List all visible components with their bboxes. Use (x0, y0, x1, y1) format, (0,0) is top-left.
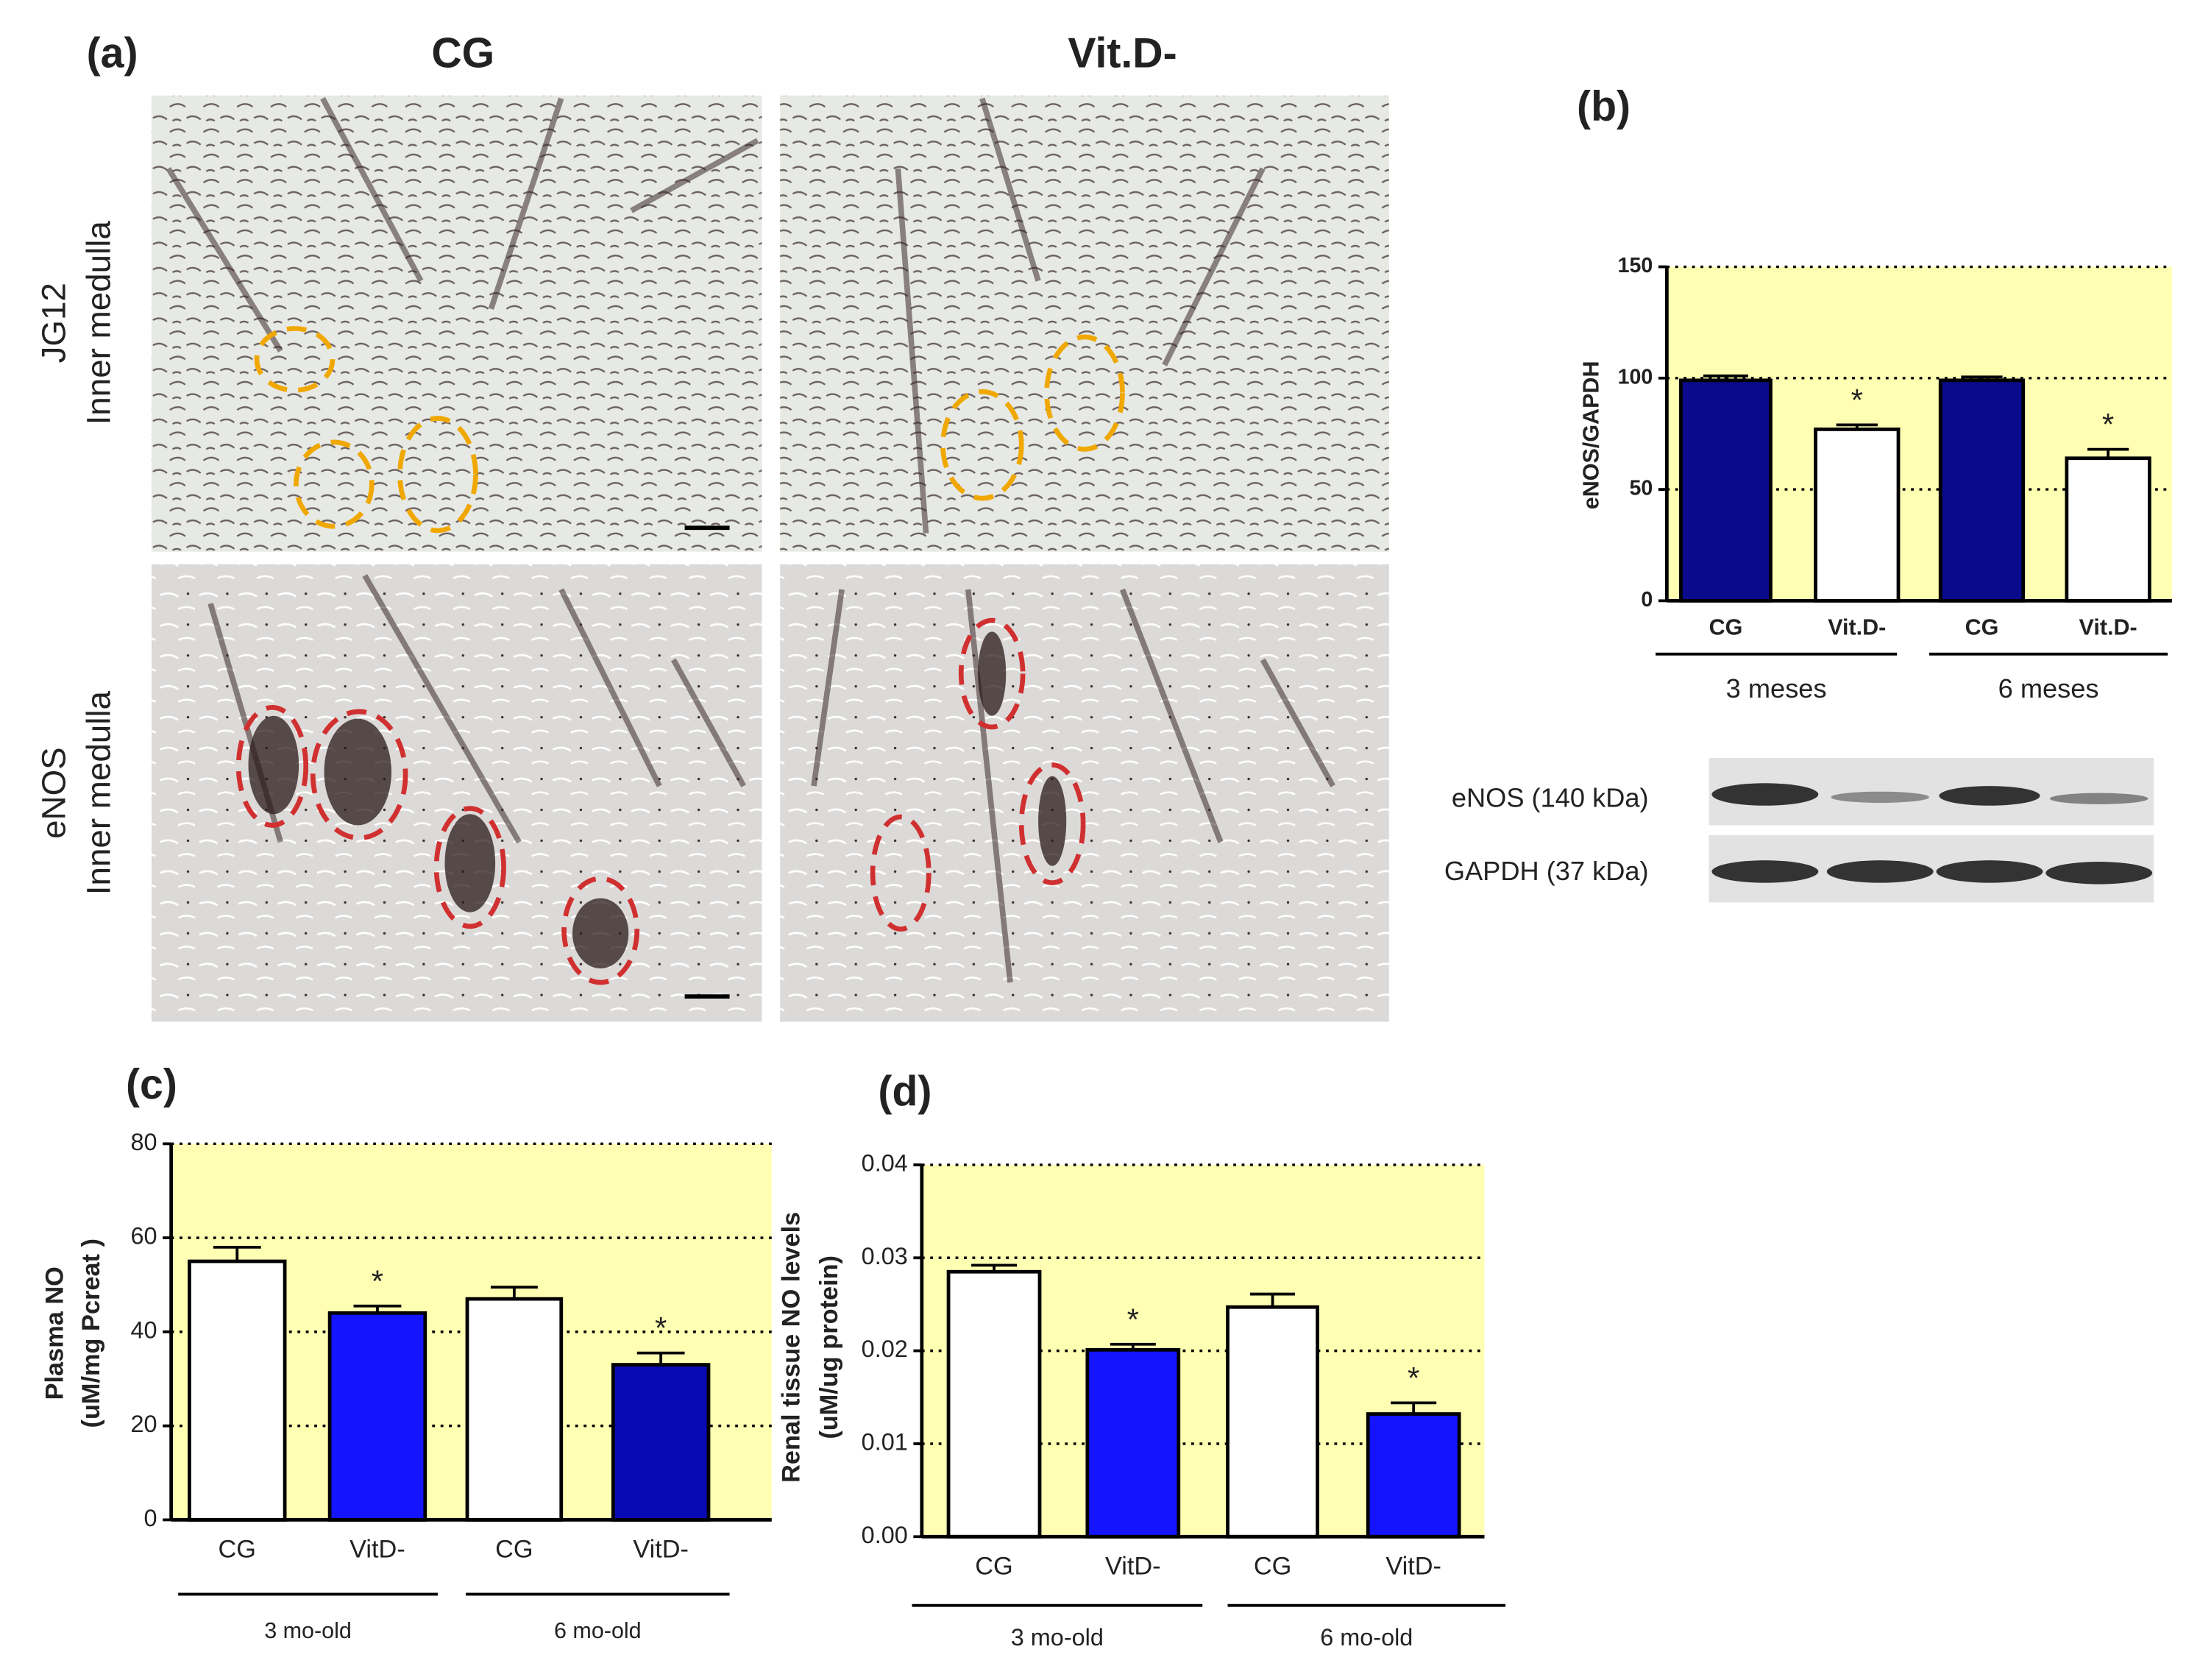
y-tick-label: 0.04 (862, 1150, 908, 1177)
y-tick-label: 40 (131, 1316, 157, 1343)
group-label: 6 mo-old (1320, 1624, 1413, 1651)
column-header: CG (431, 30, 494, 77)
y-axis-label: Plasma NO (40, 1266, 68, 1400)
y-tick-label: 0.03 (862, 1243, 908, 1269)
group-label: 3 meses (1726, 673, 1827, 703)
column-header: Vit.D- (1068, 30, 1177, 77)
bar (1226, 1305, 1319, 1539)
row-label: Inner medulla (79, 221, 117, 425)
y-tick-label: 60 (131, 1223, 157, 1250)
y-tick-label: 50 (1630, 477, 1653, 500)
group-label: 6 meses (1998, 673, 2099, 703)
panel-label: (d) (878, 1068, 932, 1116)
micrograph (151, 95, 762, 552)
bar (1938, 378, 2026, 603)
y-axis-label: (uM/ug protein) (815, 1255, 843, 1439)
group-label: 3 mo-old (1011, 1624, 1104, 1651)
micrographs (151, 95, 1389, 1022)
micrograph (780, 95, 1389, 552)
western-blot (1708, 757, 2154, 903)
x-tick-label: CG (975, 1552, 1012, 1580)
bar (611, 1363, 711, 1522)
row-label: Inner medulla (79, 690, 117, 895)
x-tick-label: Vit.D- (1828, 615, 1886, 640)
significance-marker: * (372, 1263, 383, 1298)
x-tick-label: Vit.D- (2079, 615, 2137, 640)
group-label: 6 mo-old (554, 1618, 642, 1643)
x-tick-label: CG (1709, 615, 1743, 640)
bar (1366, 1412, 1461, 1539)
micrograph (780, 564, 1389, 1022)
x-tick-label: VitD- (349, 1535, 405, 1563)
bar (465, 1297, 564, 1522)
significance-marker: * (655, 1311, 667, 1345)
panel-label: (a) (87, 30, 138, 77)
x-tick-label: VitD- (633, 1535, 689, 1563)
bar (1814, 428, 1901, 603)
y-tick-label: 0.00 (862, 1522, 908, 1548)
x-tick-label: VitD- (1385, 1552, 1441, 1580)
y-tick-label: 100 (1618, 365, 1653, 389)
bar (946, 1269, 1042, 1539)
significance-marker: * (1851, 383, 1863, 417)
y-tick-label: 20 (131, 1411, 157, 1437)
bar (327, 1311, 427, 1522)
micrograph (151, 564, 762, 1022)
bar (2065, 456, 2151, 603)
row-label: JG12 (35, 283, 72, 363)
y-tick-label: 0 (144, 1505, 157, 1531)
y-axis-label: eNOS/GAPDH (1578, 361, 1603, 510)
group-label: 3 mo-old (264, 1618, 352, 1643)
x-tick-label: CG (1254, 1552, 1291, 1580)
y-tick-label: 0.02 (862, 1336, 908, 1362)
x-tick-label: CG (495, 1535, 533, 1563)
y-axis-label: Renal tissue NO levels (777, 1212, 805, 1483)
panel-label: (c) (126, 1061, 177, 1108)
bar (188, 1259, 287, 1522)
row-label: eNOS (35, 747, 72, 839)
panel-label: (b) (1577, 83, 1631, 130)
x-tick-label: VitD- (1105, 1552, 1161, 1580)
bar (1085, 1347, 1181, 1539)
y-tick-label: 0 (1641, 588, 1653, 612)
significance-marker: * (1127, 1302, 1139, 1336)
blot-label: GAPDH (37 kDa) (1444, 856, 1649, 886)
y-tick-label: 80 (131, 1129, 157, 1155)
y-axis-label: (uM/mg Pcreat ) (77, 1238, 105, 1428)
blot-label: eNOS (140 kDa) (1452, 783, 1649, 813)
x-tick-label: CG (219, 1535, 256, 1563)
bar (1679, 378, 1773, 603)
significance-marker: * (1408, 1361, 1419, 1395)
x-tick-label: CG (1965, 615, 1999, 640)
significance-marker: * (2102, 407, 2114, 442)
y-tick-label: 0.01 (862, 1429, 908, 1456)
y-tick-label: 150 (1618, 254, 1653, 277)
